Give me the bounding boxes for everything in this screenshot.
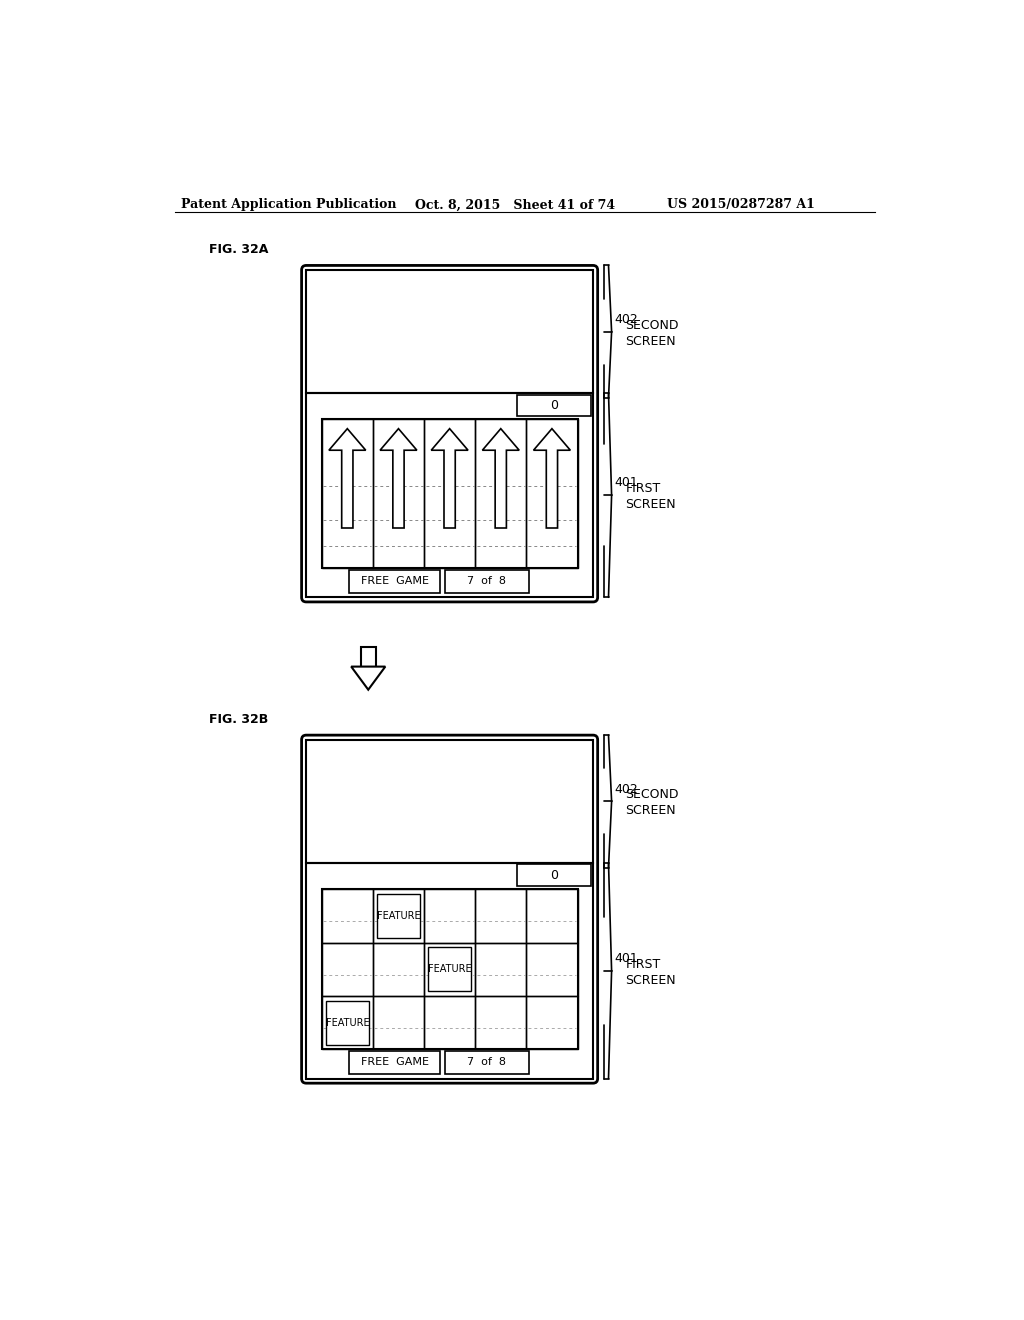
Bar (475, 890, 526, 942)
Bar (424, 942, 475, 995)
Bar (306, 393, 593, 598)
Polygon shape (534, 429, 570, 528)
Text: US 2015/0287287 A1: US 2015/0287287 A1 (667, 198, 814, 211)
Text: 402: 402 (614, 313, 638, 326)
Bar (526, 420, 578, 568)
Text: FIG. 32B: FIG. 32B (209, 713, 268, 726)
Bar (424, 995, 475, 1049)
Bar (322, 942, 373, 995)
Bar (526, 890, 578, 942)
Text: 7  of  8: 7 of 8 (467, 576, 506, 586)
Bar (373, 420, 424, 568)
Bar (322, 420, 578, 568)
Text: 401: 401 (614, 477, 638, 490)
Bar (322, 995, 373, 1049)
Text: Patent Application Publication: Patent Application Publication (180, 198, 396, 211)
Bar (373, 995, 424, 1049)
Text: Oct. 8, 2015   Sheet 41 of 74: Oct. 8, 2015 Sheet 41 of 74 (415, 198, 614, 211)
Text: 401: 401 (614, 952, 638, 965)
Bar (526, 995, 578, 1049)
Bar (475, 420, 526, 568)
Bar (306, 271, 593, 393)
Text: 402: 402 (614, 783, 638, 796)
Bar (322, 890, 578, 1049)
Bar (424, 890, 475, 942)
Bar (373, 890, 424, 942)
Bar (322, 420, 373, 568)
Bar (424, 420, 475, 568)
Bar (377, 894, 420, 939)
Bar (428, 948, 471, 991)
Bar (475, 995, 526, 1049)
Text: FIRST
SCREEN: FIRST SCREEN (626, 958, 676, 987)
Polygon shape (482, 429, 519, 528)
Text: FEATURE: FEATURE (428, 964, 471, 974)
Bar (475, 942, 526, 995)
Bar (445, 570, 528, 593)
Text: FIRST
SCREEN: FIRST SCREEN (626, 482, 676, 511)
Bar (360, 647, 376, 667)
Bar (349, 1051, 440, 1074)
Text: FREE  GAME: FREE GAME (360, 576, 429, 586)
Text: FREE  GAME: FREE GAME (360, 1057, 429, 1068)
Text: 7  of  8: 7 of 8 (467, 1057, 506, 1068)
Bar (373, 942, 424, 995)
Polygon shape (380, 429, 417, 528)
Text: FEATURE: FEATURE (377, 911, 420, 921)
Bar (306, 863, 593, 1078)
Bar (322, 890, 373, 942)
Bar (349, 570, 440, 593)
Bar (517, 865, 591, 886)
Polygon shape (431, 429, 468, 528)
Bar (445, 1051, 528, 1074)
Text: 0: 0 (550, 869, 558, 882)
Bar (517, 395, 591, 416)
Text: FEATURE: FEATURE (326, 1018, 369, 1027)
Text: FIG. 32A: FIG. 32A (209, 243, 268, 256)
Text: 0: 0 (550, 399, 558, 412)
Polygon shape (351, 667, 385, 689)
Polygon shape (329, 429, 366, 528)
Bar (306, 739, 593, 863)
Bar (526, 942, 578, 995)
Text: SECOND
SCREEN: SECOND SCREEN (626, 318, 679, 347)
Text: SECOND
SCREEN: SECOND SCREEN (626, 788, 679, 817)
Bar (326, 1001, 369, 1044)
